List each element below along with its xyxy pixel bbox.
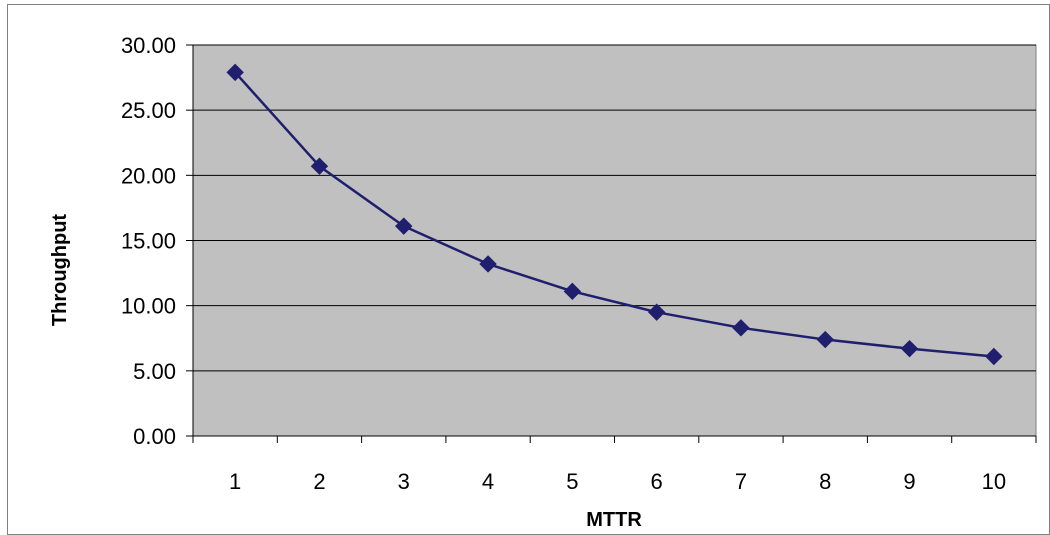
x-tick-label: 1 xyxy=(229,469,241,494)
y-tick-label: 15.00 xyxy=(121,229,176,254)
x-tick-label: 9 xyxy=(903,469,915,494)
y-tick-label: 25.00 xyxy=(121,98,176,123)
x-tick-label: 7 xyxy=(735,469,747,494)
y-tick-label: 10.00 xyxy=(121,294,176,319)
y-tick-labels: 0.00 5.00 10.00 15.00 20.00 25.00 30.00 xyxy=(121,33,176,449)
x-tick-label: 3 xyxy=(398,469,410,494)
data-point xyxy=(563,282,582,301)
y-tick-label: 5.00 xyxy=(133,359,176,384)
data-point xyxy=(479,255,497,273)
y-tick-label: 0.00 xyxy=(133,424,176,449)
data-point xyxy=(985,347,1003,366)
axes xyxy=(186,44,1037,443)
y-tick-label: 30.00 xyxy=(121,33,176,58)
data-point xyxy=(226,63,244,82)
x-tick-labels: 1 2 3 4 5 6 7 8 9 10 xyxy=(229,469,1006,494)
x-tick-label: 4 xyxy=(482,469,494,494)
data-point xyxy=(732,319,750,337)
x-axis-title: MTTR xyxy=(586,509,642,531)
x-tick-label: 10 xyxy=(982,469,1006,494)
x-tick-label: 2 xyxy=(313,469,325,494)
data-point xyxy=(647,303,666,321)
series-line xyxy=(234,71,994,358)
data-point xyxy=(395,217,413,235)
data-point xyxy=(310,157,329,175)
y-axis-title: Throughput xyxy=(49,214,71,327)
y-tick-label: 20.00 xyxy=(121,163,176,188)
data-point xyxy=(900,339,919,358)
series-throughput xyxy=(226,63,1003,366)
x-tick-label: 5 xyxy=(566,469,578,494)
x-tick-label: 6 xyxy=(651,469,663,494)
x-tick-label: 8 xyxy=(819,469,831,494)
data-point xyxy=(816,330,834,349)
